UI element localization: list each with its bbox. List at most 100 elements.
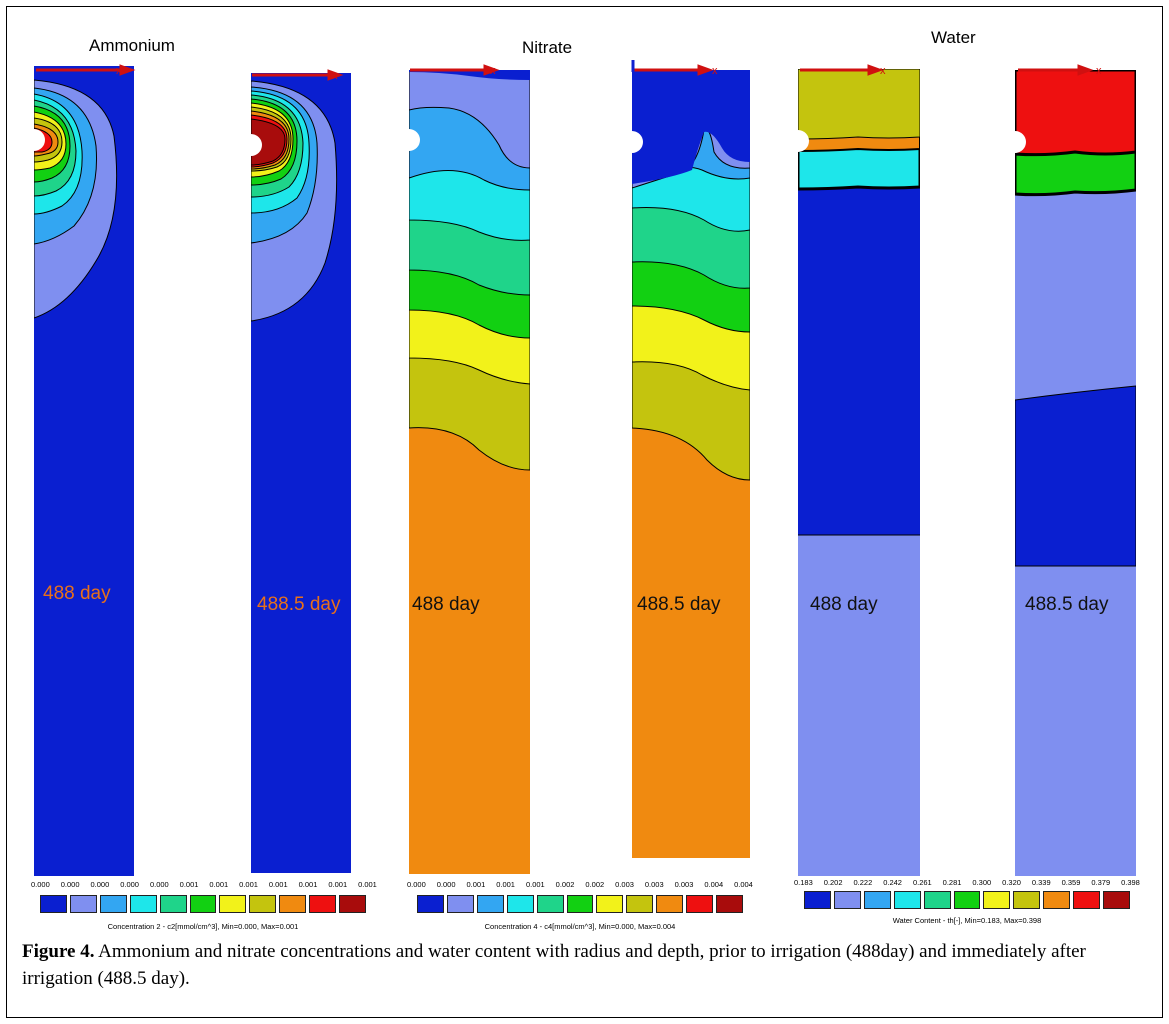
legend-swatch [40, 895, 67, 913]
legend-swatch [863, 891, 891, 909]
legend-swatch [566, 895, 594, 913]
legend-tick: 0.001 [525, 880, 545, 889]
figure-caption: Figure 4. Ammonium and nitrate concentra… [22, 938, 1142, 992]
day-label: 488 day [43, 583, 111, 604]
legend-tick: 0.359 [1061, 878, 1081, 887]
legend-tick: 0.261 [912, 878, 932, 887]
legend-tick: 0.003 [615, 880, 634, 889]
figure-caption-text: Ammonium and nitrate concentrations and … [22, 941, 1086, 989]
legend-swatch [893, 891, 921, 909]
legend-tick: 0.242 [883, 878, 902, 887]
water-plot-488-5 [1015, 70, 1136, 876]
legend-caption: Concentration 2 - c2[mmol/cm^3], Min=0.0… [107, 922, 299, 931]
legend-tick: 0.379 [1091, 878, 1111, 887]
svg-text:x: x [490, 65, 496, 77]
svg-text:x: x [116, 65, 122, 77]
legend-tick: 0.222 [853, 878, 873, 887]
legend-swatch [1043, 891, 1071, 909]
legend-tick: 0.281 [942, 878, 962, 887]
legend-tick: 0.001 [298, 880, 318, 889]
legend-swatches [40, 895, 366, 913]
legend-tick: 0.001 [466, 880, 486, 889]
legend-swatch [1103, 891, 1130, 909]
ammonium-panel-488 [34, 66, 134, 876]
legend-swatch [833, 891, 861, 909]
legend-swatch [656, 895, 684, 913]
legend-tick-row: 0.000 0.000 0.000 0.000 0.000 0.001 0.00… [31, 880, 377, 889]
legend-swatch [446, 895, 474, 913]
legend-tick: 0.001 [358, 880, 377, 889]
legend-tick: 0.000 [120, 880, 139, 889]
legend-tick: 0.001 [496, 880, 515, 889]
header-nitrate: Nitrate [522, 38, 573, 57]
legend-tick: 0.000 [90, 880, 110, 889]
legend-tick: 0.004 [704, 880, 724, 889]
legend-swatch [596, 895, 624, 913]
legend-tick: 0.003 [644, 880, 664, 889]
legend-swatch [506, 895, 534, 913]
legend-swatch [1073, 891, 1101, 909]
legend-swatches [804, 891, 1130, 909]
legend-swatch [626, 895, 654, 913]
legend-tick: 0.002 [585, 880, 605, 889]
day-label: 488.5 day [1025, 594, 1109, 615]
legend-tick: 0.000 [149, 880, 169, 889]
svg-text:x: x [712, 65, 718, 77]
nitrate-panel-488-5 [632, 70, 750, 858]
figure-frame [6, 6, 1163, 1018]
legend-swatch [69, 895, 97, 913]
day-label: 488 day [412, 594, 480, 615]
legend-tick: 0.000 [407, 880, 426, 889]
header-water: Water [931, 28, 976, 47]
water-plot-488 [798, 69, 920, 876]
legend-tick: 0.339 [1031, 878, 1051, 887]
legend-tick: 0.001 [209, 880, 229, 889]
water-panel-488-5 [1015, 70, 1136, 876]
legend-swatch [923, 891, 951, 909]
legend-tick-row: 0.183 0.202 0.222 0.242 0.261 0.281 0.30… [794, 878, 1140, 887]
legend-swatch [309, 895, 337, 913]
svg-text:x: x [1096, 65, 1102, 77]
ammonium-plot-488-5 [251, 73, 351, 873]
nitrate-plot-488 [409, 70, 530, 874]
legend-caption: Water Content - th[-], Min=0.183, Max=0.… [892, 916, 1042, 925]
legend-tick: 0.183 [794, 878, 813, 887]
legend-swatch [99, 895, 127, 913]
legend-swatch [804, 891, 831, 909]
legend-swatch [339, 895, 366, 913]
svg-text:x: x [880, 65, 886, 77]
legend-swatch [476, 895, 504, 913]
legend-swatch [129, 895, 157, 913]
nitrate-plot-488-5 [632, 70, 750, 858]
legend-swatch [219, 895, 247, 913]
legend-swatch [1013, 891, 1041, 909]
legend-tick-row: 0.000 0.000 0.001 0.001 0.001 0.002 0.00… [407, 880, 753, 889]
legend-tick: 0.002 [555, 880, 575, 889]
legend-tick: 0.000 [60, 880, 80, 889]
svg-text:x: x [332, 70, 338, 82]
legend-swatches [417, 895, 743, 913]
day-label: 488.5 day [637, 594, 721, 615]
legend-swatch [953, 891, 981, 909]
header-ammonium: Ammonium [89, 36, 175, 55]
legend-tick: 0.202 [823, 878, 843, 887]
legend-tick: 0.000 [31, 880, 50, 889]
legend-swatch [716, 895, 743, 913]
legend-tick: 0.001 [268, 880, 288, 889]
legend-swatch [189, 895, 217, 913]
legend-swatch [159, 895, 187, 913]
legend-tick: 0.003 [674, 880, 694, 889]
legend-swatch [279, 895, 307, 913]
figure-label: Figure 4. [22, 941, 95, 962]
legend-tick: 0.001 [179, 880, 199, 889]
legend-tick: 0.000 [436, 880, 456, 889]
legend-tick: 0.004 [734, 880, 753, 889]
legend-caption: Concentration 4 - c4[mmol/cm^3], Min=0.0… [484, 922, 676, 931]
legend-swatch [686, 895, 714, 913]
legend-tick: 0.001 [328, 880, 348, 889]
water-panel-488 [798, 69, 920, 876]
legend-swatch [249, 895, 277, 913]
legend-swatch [983, 891, 1011, 909]
legend-tick: 0.001 [239, 880, 258, 889]
legend-swatch [536, 895, 564, 913]
